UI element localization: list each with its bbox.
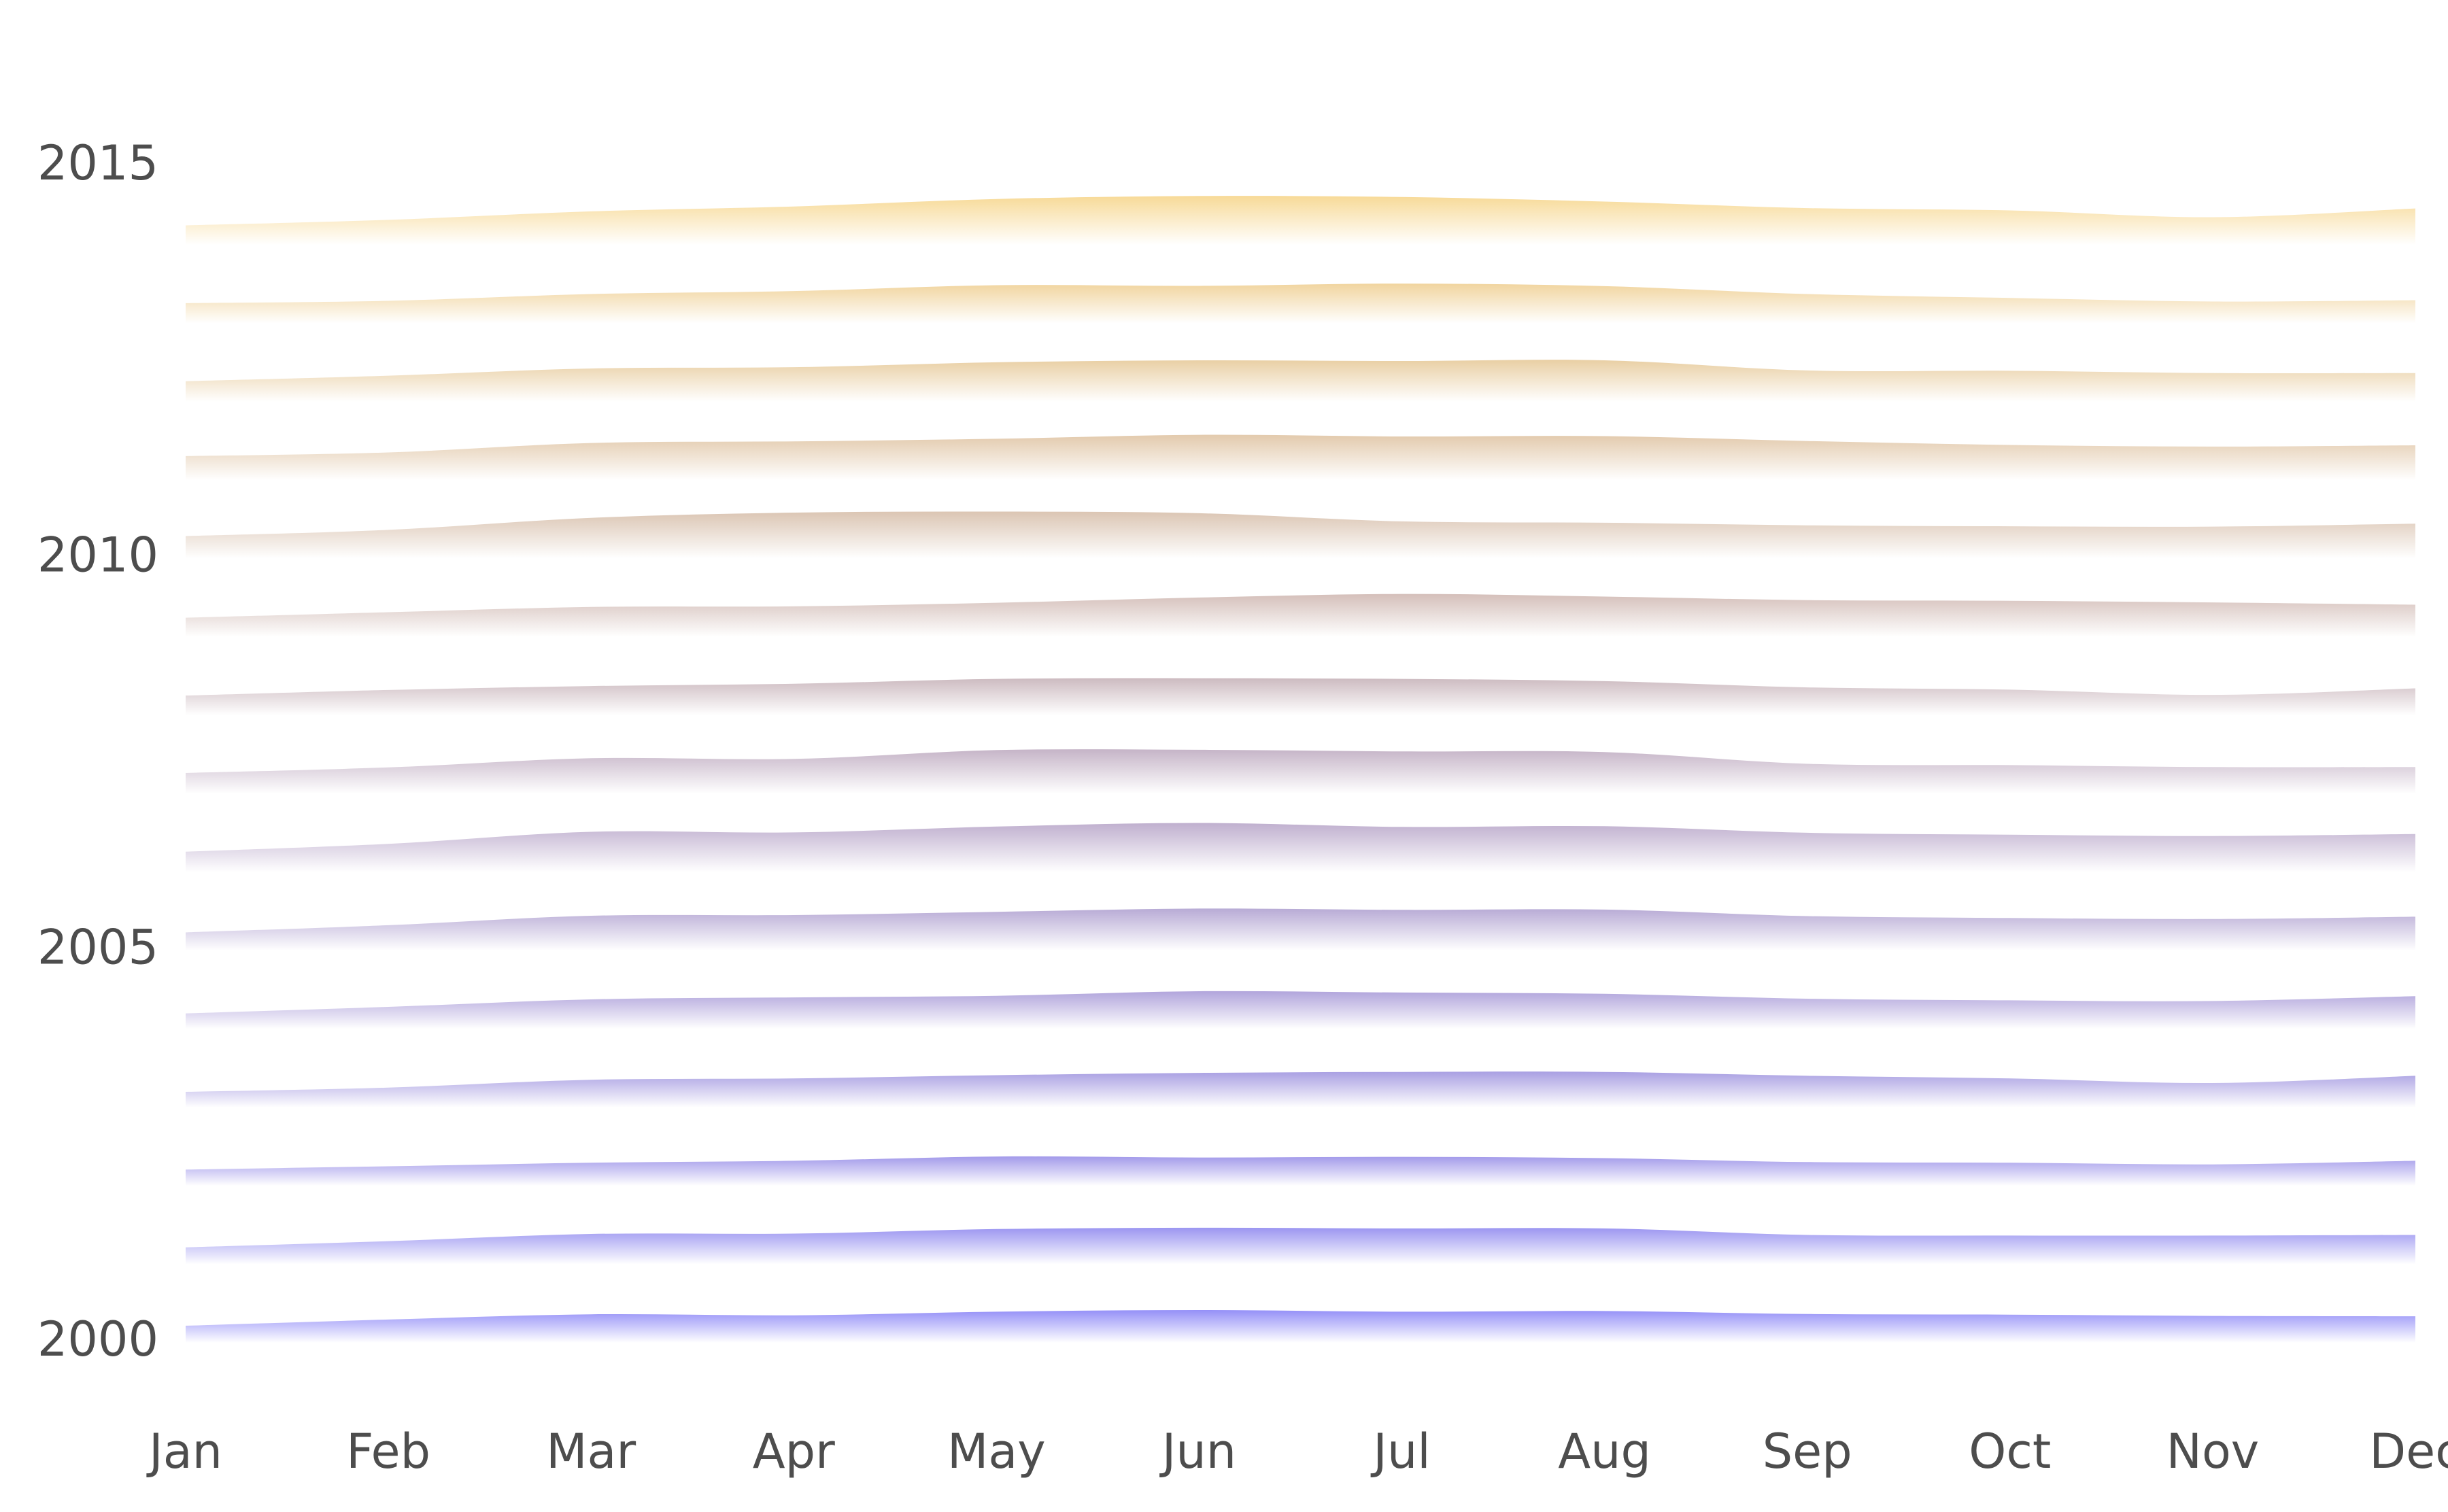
y-tick-label: 2015 <box>37 135 158 191</box>
ridge-2013 <box>186 284 2415 324</box>
y-tick-label: 2005 <box>37 919 158 975</box>
x-tick-label: Jun <box>1159 1424 1236 1479</box>
ridge-2012 <box>186 360 2415 402</box>
x-tick-label: May <box>947 1424 1046 1479</box>
ridge-2008 <box>186 678 2415 716</box>
ridge-2005 <box>186 908 2415 951</box>
ridge-2004 <box>186 991 2415 1029</box>
ridges <box>186 196 2415 1343</box>
x-tick-label: Dec <box>2369 1424 2448 1479</box>
ridge-2001 <box>186 1227 2415 1265</box>
x-tick-label: Aug <box>1558 1424 1651 1479</box>
ridge-2003 <box>186 1071 2415 1107</box>
y-tick-label: 2010 <box>37 528 158 583</box>
x-tick-label: Nov <box>2166 1424 2260 1479</box>
ridge-2002 <box>186 1156 2415 1186</box>
x-tick-label: Sep <box>1763 1424 1852 1479</box>
x-tick-label: Mar <box>546 1424 636 1479</box>
x-axis: Jan Feb Mar Apr May Jun Jul Aug Sep Oct Nov Dec <box>146 1424 2448 1479</box>
y-axis: 2000 2005 2010 2015 <box>37 135 158 1367</box>
x-tick-label: Apr <box>753 1424 835 1479</box>
ridge-2007 <box>186 749 2415 794</box>
ridge-2000 <box>186 1310 2415 1343</box>
ridge-2006 <box>186 823 2415 872</box>
ridge-2010 <box>186 511 2415 559</box>
x-tick-label: Feb <box>346 1424 430 1479</box>
x-tick-label: Oct <box>1969 1424 2051 1479</box>
ridge-2011 <box>186 434 2415 481</box>
x-tick-label: Jan <box>146 1424 222 1479</box>
ridge-2014 <box>186 196 2415 245</box>
y-tick-label: 2000 <box>37 1311 158 1367</box>
x-tick-label: Jul <box>1370 1424 1430 1479</box>
ridge-2009 <box>186 594 2415 637</box>
